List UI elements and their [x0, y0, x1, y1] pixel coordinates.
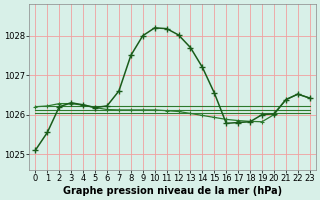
X-axis label: Graphe pression niveau de la mer (hPa): Graphe pression niveau de la mer (hPa)	[63, 186, 282, 196]
